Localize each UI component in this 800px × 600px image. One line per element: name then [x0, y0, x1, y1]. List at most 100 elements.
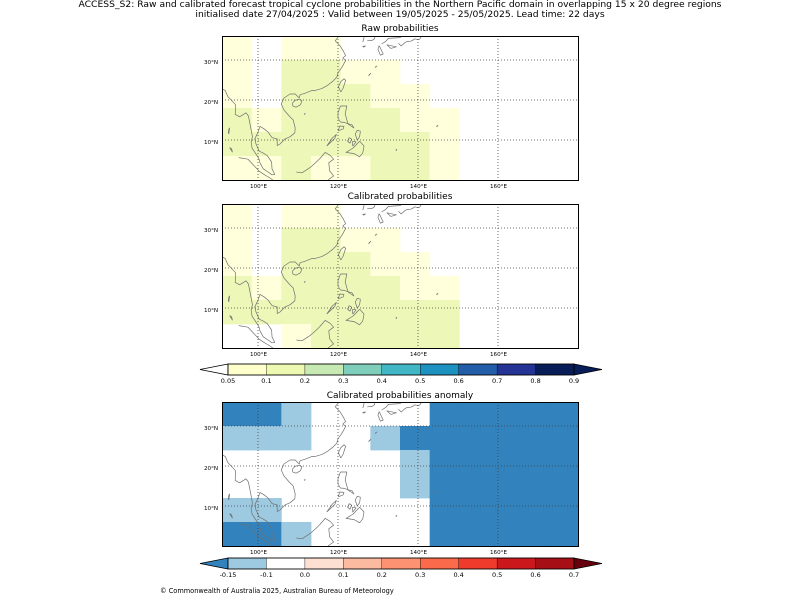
calibrated-cell — [251, 300, 282, 325]
anom-colorbar-tick-label: 0.5 — [491, 571, 503, 579]
calibrated-coastline — [354, 298, 361, 309]
raw-cell — [222, 132, 253, 157]
raw-cell — [311, 108, 342, 133]
calibrated-cell — [400, 252, 431, 277]
anomaly-cell — [251, 402, 282, 427]
lat-tick-10: 10°N — [204, 308, 219, 314]
calibrated-cell — [370, 324, 401, 349]
prob-colorbar-tick-label: 0.3 — [338, 377, 349, 385]
map-calibrated-anomaly — [222, 402, 579, 547]
anomaly-cell — [400, 450, 431, 475]
anomaly-cell — [459, 474, 490, 499]
anomaly-cell — [489, 426, 520, 451]
anomaly-coastline — [338, 491, 345, 498]
anomaly-cell — [459, 426, 490, 451]
calibrated-cell — [340, 324, 371, 349]
lon-tick-100: 100°E — [250, 184, 268, 190]
anomaly-cell — [548, 402, 579, 427]
raw-coastline — [352, 140, 357, 147]
raw-coastline — [296, 152, 334, 181]
calibrated-gridlines — [222, 204, 578, 348]
prob-colorbar-segment — [420, 363, 460, 376]
prob-colorbar-segment — [304, 363, 344, 376]
calibrated-cell — [311, 228, 342, 253]
raw-cell — [251, 132, 282, 157]
calibrated-cell — [311, 324, 342, 349]
raw-coastline — [290, 36, 346, 99]
raw-coastline — [228, 127, 230, 135]
calibrated-cell — [370, 300, 401, 325]
calibrated-cell — [281, 300, 312, 325]
raw-cell — [222, 36, 253, 61]
anomaly-cell — [518, 522, 549, 547]
calibrated-cell — [281, 252, 312, 277]
figure-title-line-2: initialised date 27/04/2025 : Valid betw… — [195, 9, 605, 20]
raw-coastline — [354, 130, 361, 141]
anomaly-cell — [489, 522, 520, 547]
anomaly-coastline — [377, 411, 384, 422]
anomaly-cell — [548, 522, 579, 547]
figure-title-line-1: ACCESS_S2: Raw and calibrated forecast t… — [78, 0, 722, 10]
anom-colorbar-tick-label: -0.1 — [260, 571, 273, 579]
calibrated-cell — [429, 324, 460, 349]
calibrated-cell — [429, 300, 460, 325]
anomaly-cell — [429, 522, 460, 547]
raw-coastline — [229, 147, 233, 153]
lat-tick-10: 10°N — [204, 506, 219, 512]
calibrated-coastline — [395, 316, 398, 319]
raw-coastline — [222, 88, 296, 176]
anomaly-cell — [548, 426, 579, 451]
anomaly-cell — [548, 474, 579, 499]
anomaly-cell — [489, 402, 520, 427]
lat-tick-30: 30°N — [204, 426, 219, 432]
anomaly-cell — [548, 450, 579, 475]
anom-colorbar-extend-high — [573, 557, 603, 570]
calibrated-coastline — [436, 293, 439, 296]
calibrated-cell — [251, 276, 282, 301]
anom-colorbar-segment — [381, 557, 421, 570]
raw-coastline — [398, 36, 422, 47]
prob-colorbar-segment — [343, 363, 383, 376]
prob-colorbar-tick-label: 0.2 — [299, 377, 311, 385]
lat-tick-30: 30°N — [204, 60, 219, 66]
anomaly-coastline — [347, 503, 352, 510]
anom-colorbar-tick-label: 0.3 — [415, 571, 426, 579]
lat-tick-10: 10°N — [204, 140, 219, 146]
panel-title-raw: Raw probabilities — [361, 24, 439, 34]
anomaly-coastline — [296, 518, 334, 547]
anomaly-coastline — [303, 479, 306, 481]
anomaly-cell — [459, 450, 490, 475]
calibrated-cell — [281, 204, 312, 229]
raw-cell — [222, 84, 253, 109]
raw-coastline — [374, 65, 378, 68]
map-calibrated-probabilities — [222, 204, 579, 349]
raw-coastline — [345, 140, 365, 158]
anomaly-cell — [489, 474, 520, 499]
map-raw-probabilities — [222, 36, 579, 181]
anomaly-coastline — [368, 438, 372, 442]
raw-cell — [370, 156, 401, 181]
anom-colorbar-segment — [304, 557, 344, 570]
anomaly-coastline — [326, 500, 337, 513]
raw-coastline — [368, 72, 372, 76]
calibrated-cell — [281, 228, 312, 253]
anom-colorbar-tick-label: -0.15 — [219, 571, 237, 579]
lon-tick-120: 120°E — [330, 184, 348, 190]
raw-cell — [370, 84, 401, 109]
calibrated-cell — [222, 252, 253, 277]
anomaly-coastline — [436, 491, 439, 494]
raw-coastline — [303, 113, 306, 115]
raw-coastlines — [222, 36, 439, 181]
lon-tick-140: 140°E — [410, 550, 428, 556]
anomaly-cell — [222, 498, 253, 523]
calibrated-cell — [311, 252, 342, 277]
lat-tick-30: 30°N — [204, 228, 219, 234]
anomaly-cell — [459, 498, 490, 523]
raw-cells — [222, 36, 460, 181]
anom-colorbar-segment — [343, 557, 383, 570]
prob-colorbar-segment — [381, 363, 421, 376]
raw-cell — [311, 84, 342, 109]
anomaly-cell — [518, 474, 549, 499]
lon-tick-120: 120°E — [330, 352, 348, 358]
raw-cell — [281, 36, 312, 61]
